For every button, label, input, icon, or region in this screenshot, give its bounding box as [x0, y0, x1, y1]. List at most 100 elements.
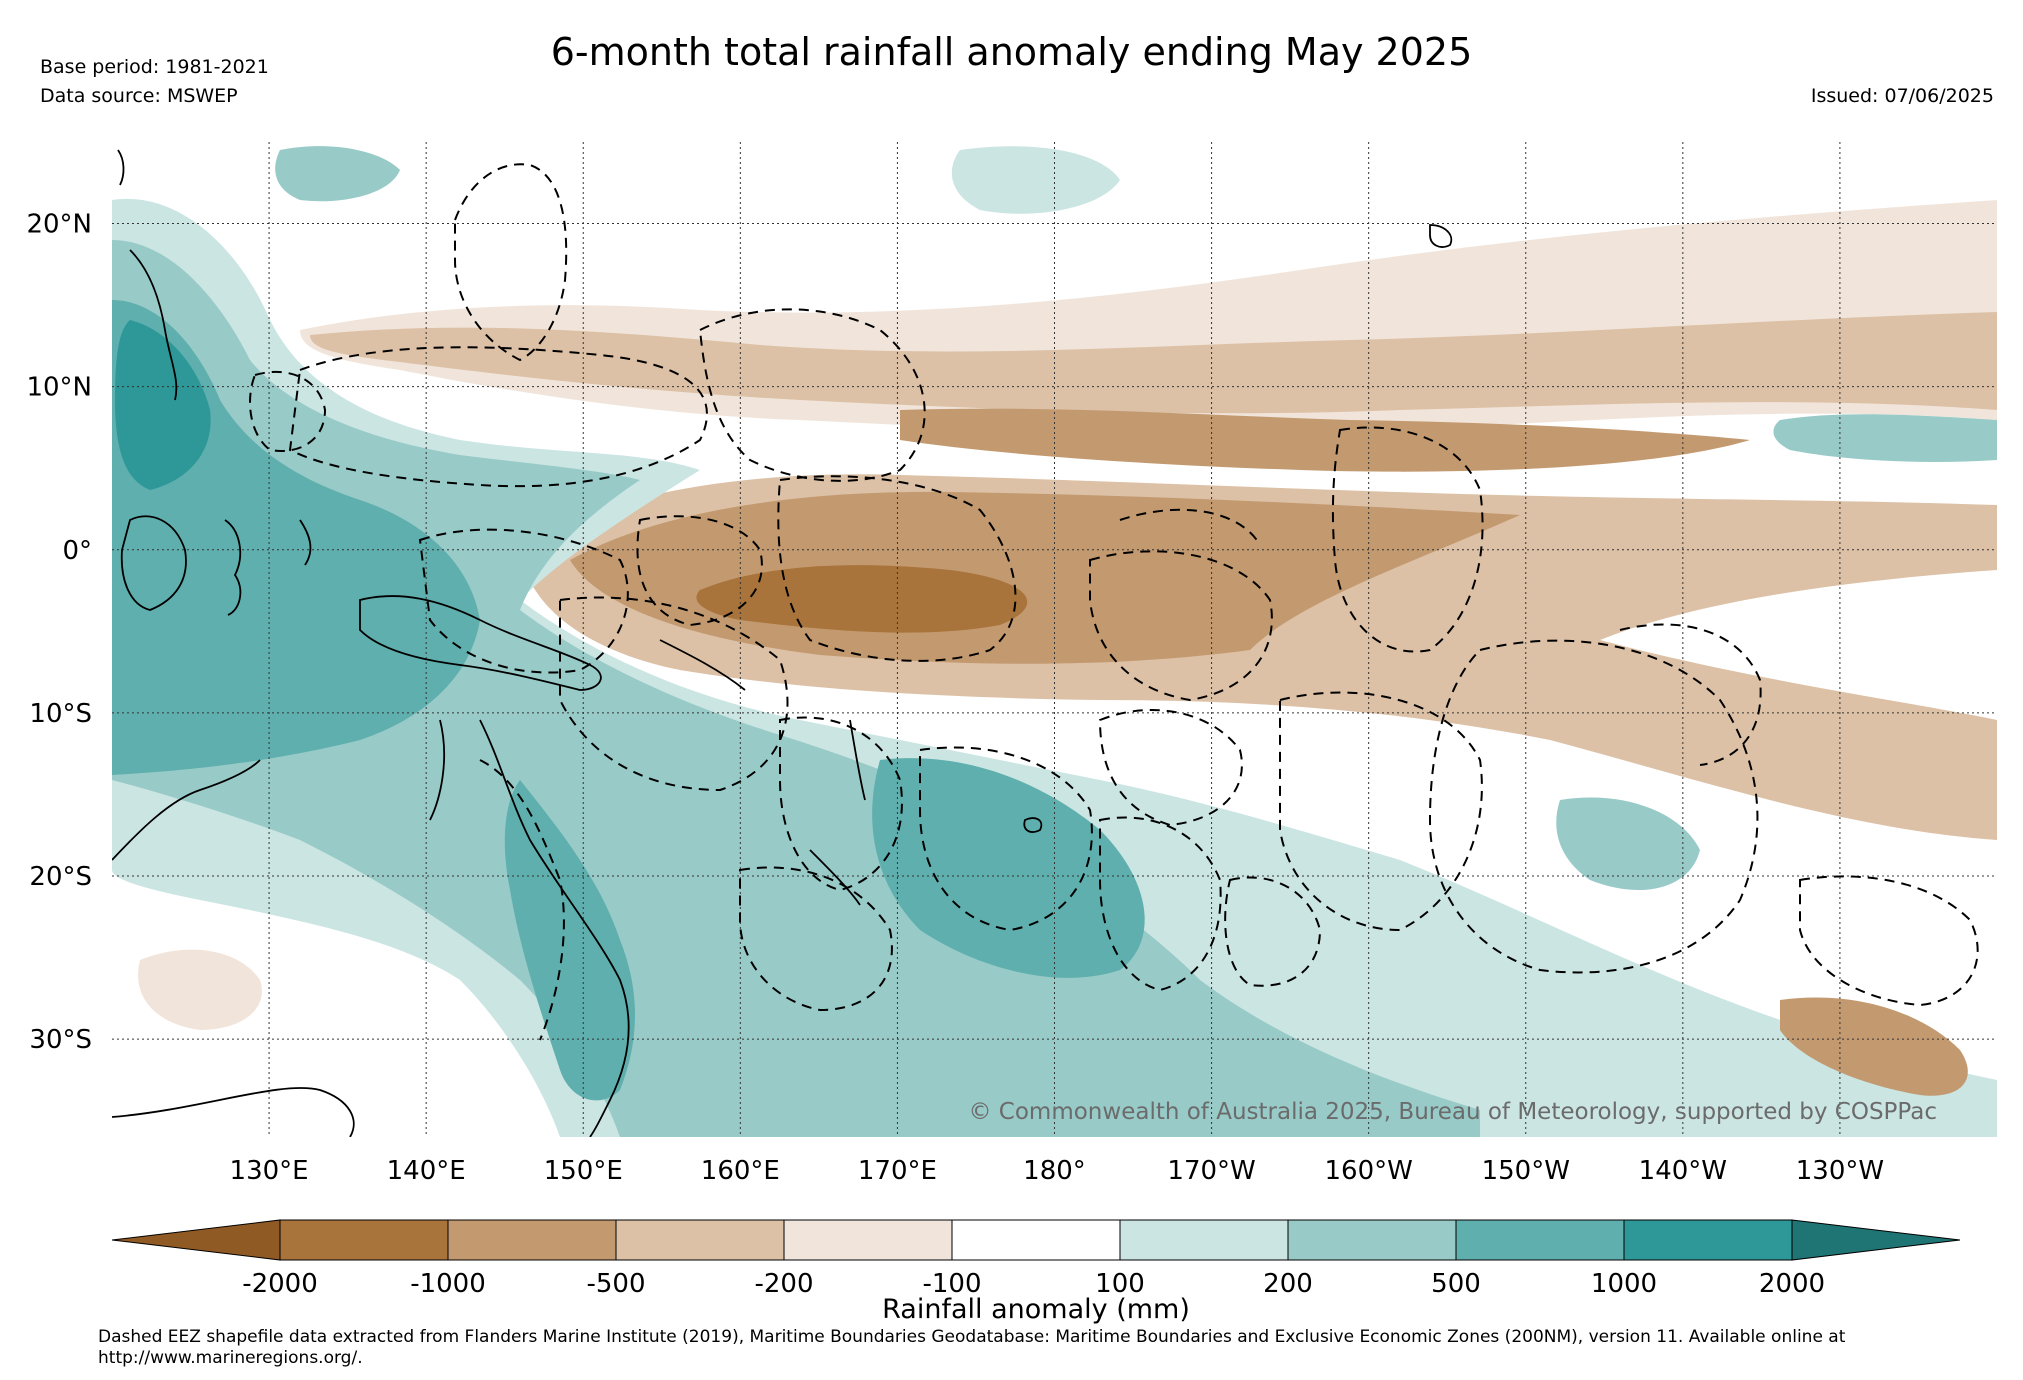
anomaly-region-wet-east-equatorial [1773, 414, 1997, 462]
colorbar-tick-label: -500 [586, 1269, 645, 1299]
coastline-vanuatu [849, 719, 866, 801]
copyright-notice: © Commonwealth of Australia 2025, Bureau… [968, 1099, 1937, 1125]
anomaly-region-wet-coral-sea [504, 780, 635, 1101]
anomaly-region-wet-northwest-blob [275, 146, 400, 202]
issued-date: Issued: 07/06/2025 [1810, 85, 1994, 107]
anomaly-region-dry-southeast [1780, 997, 1968, 1096]
colorbar-tick-label: -200 [754, 1269, 813, 1299]
eez-guam-cnmi [454, 163, 568, 362]
eez-marquesas [1619, 623, 1762, 766]
coastline-halmahera [299, 519, 312, 566]
anomaly-region-wet-west-verystrong [115, 320, 211, 490]
eez-pitcairn [1799, 875, 1979, 1007]
latitude-label: 0° [62, 536, 92, 566]
longitude-label: 150°W [1482, 1156, 1570, 1186]
colorbar-box [951, 1219, 1121, 1261]
anomaly-region-dry-north-mid [310, 312, 1997, 414]
eez-boundaries [249, 163, 1979, 1041]
anomaly-region-wet-north-central [951, 146, 1120, 214]
coastline-philippines [129, 249, 178, 401]
colorbar-tick-label: 2000 [1759, 1269, 1825, 1299]
map-title: 6-month total rainfall anomaly ending Ma… [550, 30, 1473, 74]
eez-tonga [1099, 816, 1222, 992]
colorbar-box [783, 1219, 953, 1261]
anomaly-region-dry-north-strong [900, 408, 1750, 472]
colorbar-boxes [111, 1219, 1961, 1261]
longitude-label: 150°E [544, 1156, 623, 1186]
colorbar-tick-label: 1000 [1591, 1269, 1657, 1299]
colorbar-tick-label: -100 [922, 1269, 981, 1299]
longitude-label: 140°E [387, 1156, 466, 1186]
footnote: Dashed EEZ shapefile data extracted from… [98, 1327, 1846, 1368]
colorbar-tick-label: 200 [1263, 1269, 1313, 1299]
latitude-label: 10°N [26, 373, 92, 403]
colorbar-box [1287, 1219, 1457, 1261]
coastline-nt [112, 759, 261, 861]
coastline-new-caledonia [809, 849, 861, 906]
map-gridlines [112, 142, 1997, 1137]
eez-niue [1224, 876, 1322, 987]
eez-line-islands [1331, 426, 1484, 653]
latitude-label: 20°N [26, 210, 92, 240]
latitude-label: 10°S [29, 699, 92, 729]
eez-png [418, 528, 629, 674]
eez-vanuatu [779, 716, 903, 892]
longitude-label: 170°W [1167, 1156, 1255, 1186]
coastline-queensland [479, 719, 630, 1137]
eez-samoa [1098, 709, 1243, 827]
latitude-label: 30°S [29, 1025, 92, 1055]
longitude-label: 130°W [1796, 1156, 1884, 1186]
anomaly-region-wet-west-mid [112, 240, 1480, 1137]
colorbar-box [1455, 1219, 1625, 1261]
coastline-solomons [659, 639, 746, 691]
colorbar-box [615, 1219, 785, 1261]
eez-australia-coral [479, 759, 565, 1041]
anomaly-region-dry-equatorial-strong [696, 565, 1028, 633]
coastline-gulf [429, 719, 446, 821]
coastline-fiji [1023, 817, 1043, 833]
coastline-australia-east [112, 1087, 355, 1137]
colorbar-extend-high [1791, 1219, 1961, 1261]
eez-french-polynesia [1428, 639, 1759, 974]
latitude-label: 20°S [29, 862, 92, 892]
data-source-note: Data source: MSWEP [40, 85, 238, 107]
longitude-label: 160°W [1324, 1156, 1412, 1186]
colorbar-extend-low [111, 1219, 281, 1261]
eez-fiji [919, 746, 1093, 932]
colorbar-tick-label: 100 [1095, 1269, 1145, 1299]
coastlines [112, 149, 1453, 1137]
colorbar-tick-labels: -2000 -1000 -500 -200 -100 100 200 500 1000 2000 [242, 1269, 1825, 1299]
coastline-taiwan [117, 149, 125, 186]
longitude-label: 130°E [230, 1156, 309, 1186]
base-period-note: Base period: 1981-2021 [40, 56, 269, 78]
colorbar-box [1119, 1219, 1289, 1261]
latitude-labels: 20°N 10°N 0° 10°S 20°S 30°S [26, 210, 92, 1056]
coastline-borneo [120, 515, 187, 611]
eez-fsm [288, 346, 708, 488]
longitude-labels: 130°E 140°E 150°E 160°E 170°E 180° 170°W 160°W 1… [230, 1156, 1885, 1186]
eez-marshall [698, 308, 926, 482]
colorbar-tick-label: 500 [1431, 1269, 1481, 1299]
anomaly-region-dry-southwest [138, 949, 262, 1030]
eez-palau [249, 370, 327, 452]
eez-kiribati-gilbert [777, 475, 1017, 662]
colorbar-tick-label: -1000 [410, 1269, 486, 1299]
coastline-sulawesi [224, 519, 242, 616]
eez-cook-islands [1279, 691, 1483, 932]
longitude-label: 170°E [858, 1156, 937, 1186]
eez-tuvalu-tokelau [1089, 550, 1273, 702]
colorbar-box [1623, 1219, 1793, 1261]
colorbar-box [279, 1219, 449, 1261]
anomaly-region-wet-south-central [872, 758, 1145, 978]
eez-new-caledonia [739, 866, 893, 1012]
anomaly-region-wet-east-south [1556, 797, 1700, 890]
eez-phoenix [1119, 508, 1261, 546]
colorbar-tick-label: -2000 [242, 1269, 318, 1299]
longitude-label: 180° [1023, 1156, 1086, 1186]
colorbar-box [447, 1219, 617, 1261]
coastline-hawaii [1429, 224, 1453, 248]
coastline-new-guinea [359, 595, 602, 691]
eez-nauru [636, 515, 763, 627]
